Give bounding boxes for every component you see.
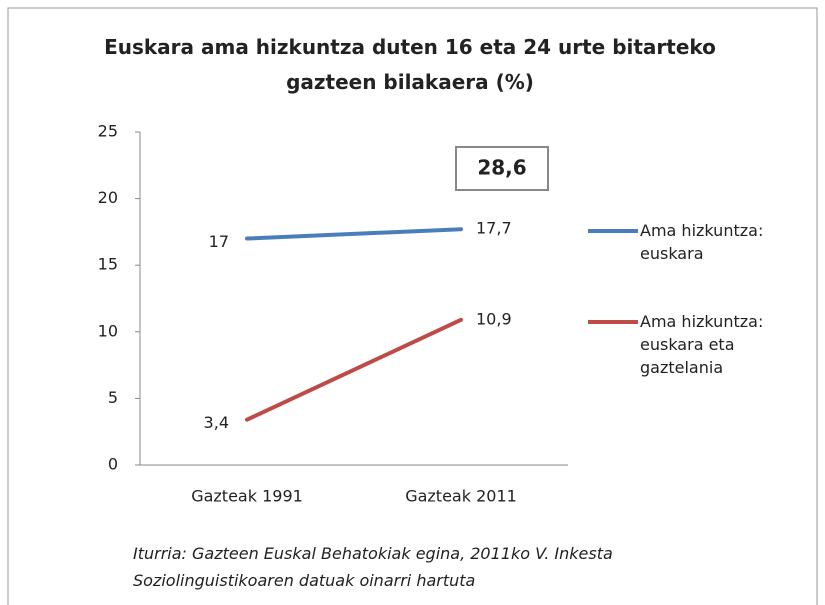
x-tick-label: Gazteak 2011 — [405, 487, 517, 506]
y-tick-label: 0 — [108, 455, 118, 474]
y-tick-label: 15 — [98, 255, 118, 274]
source-note: Iturria: Gazteen Euskal Behatokiak egina… — [133, 544, 613, 590]
data-label: 17 — [209, 232, 229, 251]
y-tick-label: 25 — [98, 122, 118, 141]
data-label: 3,4 — [204, 413, 229, 432]
data-label: 17,7 — [476, 219, 512, 238]
legend-label: Ama hizkuntza: euskara eta gaztelania — [640, 312, 764, 377]
annotation: 28,6 — [477, 156, 526, 180]
series-line — [245, 317, 463, 422]
annotation-box — [455, 146, 549, 191]
x-tick-label: Gazteak 1991 — [191, 487, 303, 506]
legend-label: Ama hizkuntza: euskara — [640, 221, 764, 263]
data-label: 10,9 — [476, 309, 512, 328]
chart-border — [7, 7, 818, 605]
y-tick-label: 20 — [98, 188, 118, 207]
y-tick-label: 10 — [98, 321, 118, 340]
chart-title: Euskara ama hizkuntza duten 16 eta 24 ur… — [104, 35, 716, 94]
series-line — [245, 227, 463, 241]
y-tick-label: 5 — [108, 388, 118, 407]
